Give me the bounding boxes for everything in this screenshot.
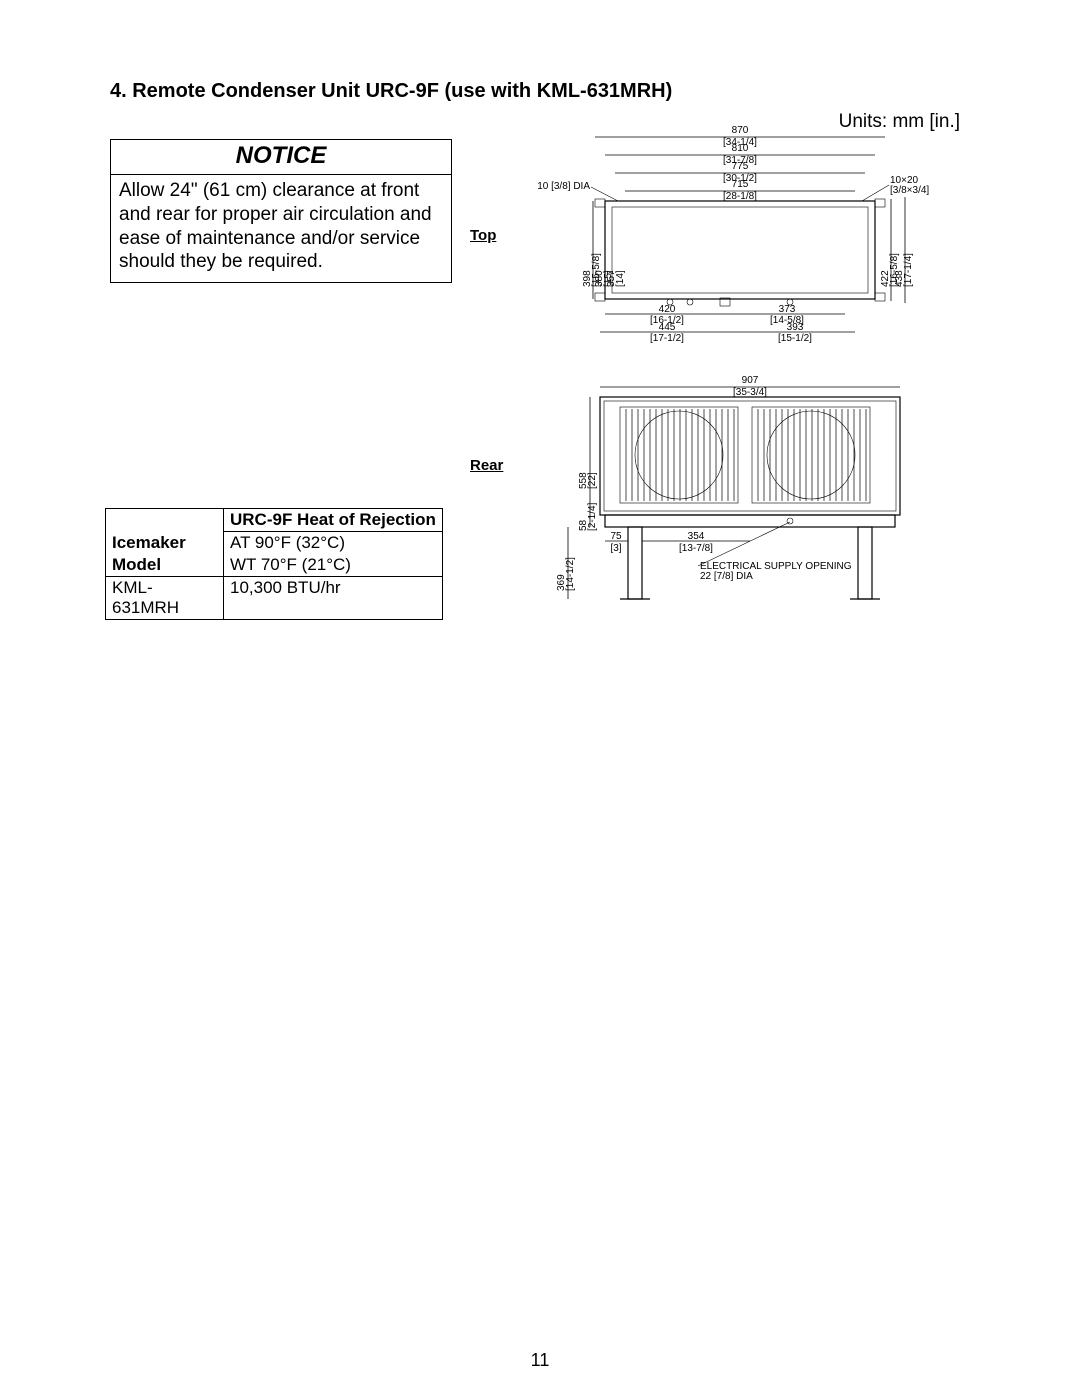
notice-body: Allow 24" (61 cm) clearance at front and… <box>111 175 451 282</box>
top-view-diagram: 870 [34-1/4] 810 [31-7/8] 775 [30-1/2] 7… <box>490 119 990 349</box>
section-heading: 4. Remote Condenser Unit URC-9F (use wit… <box>110 80 970 103</box>
table-cell: Model <box>106 554 224 577</box>
svg-text:[15-1/2]: [15-1/2] <box>778 333 812 344</box>
notice-title: NOTICE <box>111 140 451 175</box>
svg-text:775: 775 <box>732 161 749 172</box>
svg-text:[3/8×3/4]: [3/8×3/4] <box>890 185 929 196</box>
svg-text:[14-1/2]: [14-1/2] <box>565 557 576 591</box>
svg-text:[35-3/4]: [35-3/4] <box>733 387 767 398</box>
table-cell: WT 70°F (21°C) <box>224 554 443 577</box>
svg-text:[17-1/2]: [17-1/2] <box>650 333 684 344</box>
svg-text:[3]: [3] <box>610 543 621 554</box>
svg-text:[14]: [14] <box>615 270 626 287</box>
svg-text:907: 907 <box>742 375 759 386</box>
svg-text:420: 420 <box>659 304 676 315</box>
svg-text:870: 870 <box>732 125 749 136</box>
svg-text:[2-1/4]: [2-1/4] <box>587 502 598 531</box>
svg-text:445: 445 <box>659 322 676 333</box>
table-cell: Icemaker <box>106 532 224 555</box>
svg-text:715: 715 <box>732 179 749 190</box>
svg-text:75: 75 <box>610 531 622 542</box>
table-cell: AT 90°F (32°C) <box>224 532 443 555</box>
page-number: 11 <box>0 1350 1080 1371</box>
svg-text:[13-7/8]: [13-7/8] <box>679 543 713 554</box>
table-header: URC-9F Heat of Rejection <box>224 509 443 532</box>
svg-text:22 [7/8] DIA: 22 [7/8] DIA <box>700 571 753 582</box>
svg-text:810: 810 <box>732 143 749 154</box>
svg-text:373: 373 <box>779 304 796 315</box>
table-cell: KML-631MRH <box>106 577 224 620</box>
svg-text:10 [3/8] DIA: 10 [3/8] DIA <box>537 181 590 192</box>
svg-text:[28-1/8]: [28-1/8] <box>723 191 757 202</box>
notice-box: NOTICE Allow 24" (61 cm) clearance at fr… <box>110 139 452 283</box>
svg-text:354: 354 <box>688 531 705 542</box>
table-cell: 10,300 BTU/hr <box>224 577 443 620</box>
rear-view-diagram: 907 [35-3/4] <box>490 369 990 619</box>
heat-rejection-table: URC-9F Heat of Rejection Icemaker AT 90°… <box>105 508 443 620</box>
svg-text:[22]: [22] <box>587 472 598 489</box>
svg-text:393: 393 <box>787 322 804 333</box>
